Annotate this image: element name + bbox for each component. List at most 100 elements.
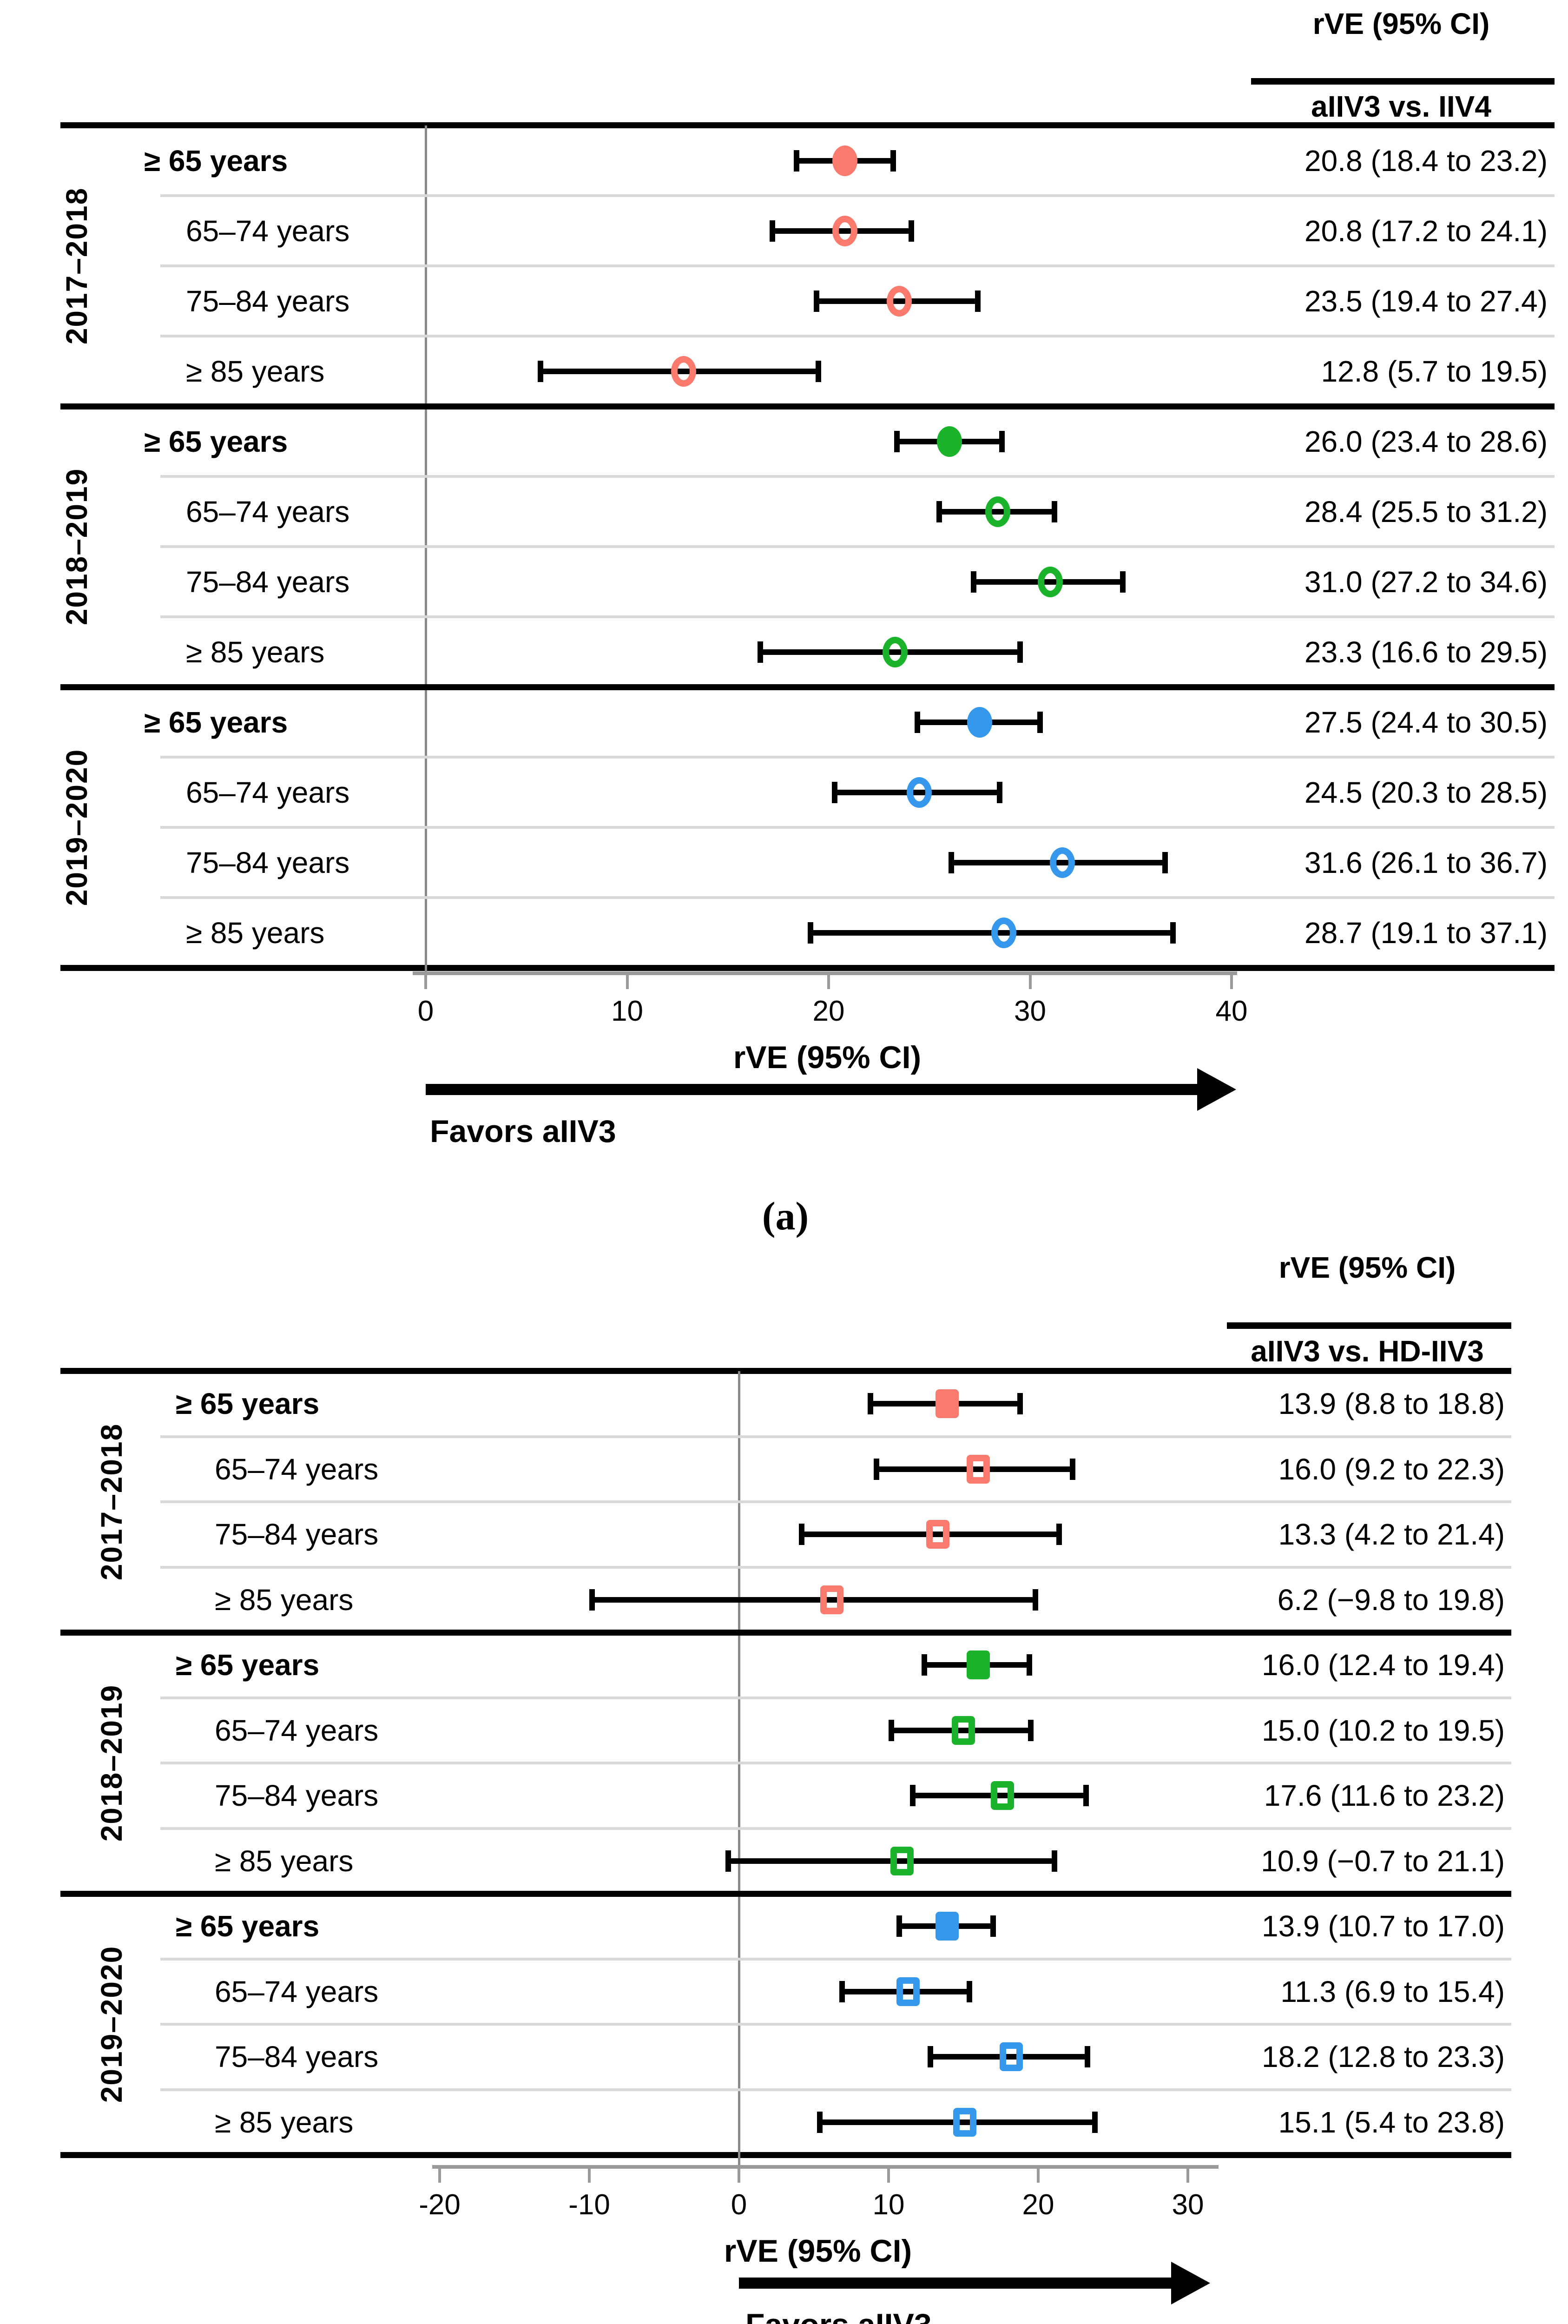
ci-cap-right — [1017, 641, 1023, 663]
x-axis-tick-label: 30 — [1172, 2189, 1204, 2221]
x-axis-tick-label: 20 — [1022, 2189, 1054, 2221]
x-axis-tick-label: 0 — [731, 2189, 747, 2221]
row-separator — [160, 896, 1555, 899]
point-estimate-marker-open — [883, 636, 908, 667]
zero-reference-line — [425, 125, 427, 971]
season-separator — [60, 403, 1555, 409]
row-separator — [160, 545, 1555, 548]
point-estimate-marker-filled — [935, 1389, 959, 1419]
ci-cap-right — [816, 360, 822, 382]
age-group-label: 65–74 years — [215, 1713, 379, 1747]
x-axis-tick — [1028, 975, 1032, 989]
ci-cap-right — [1083, 1785, 1089, 1807]
panel-b-col-header-underline — [1227, 1322, 1511, 1329]
row-separator — [160, 1500, 1511, 1503]
ci-cap-left — [817, 2111, 823, 2133]
ci-cap-right — [1017, 1393, 1023, 1415]
ci-cap-right — [1052, 1850, 1058, 1872]
x-axis-tick-label: 10 — [611, 995, 643, 1027]
x-axis-tick-label: -10 — [568, 2189, 610, 2221]
age-group-label: 75–84 years — [215, 1779, 379, 1813]
ci-cap-right — [975, 290, 981, 312]
x-axis-tick-label: 30 — [1014, 995, 1046, 1027]
ci-cap-right — [1070, 1458, 1076, 1480]
ci-cap-right — [890, 150, 896, 172]
point-estimate-marker-filled — [967, 706, 993, 738]
table-bottom-border — [60, 2152, 1511, 2158]
age-group-label: 65–74 years — [186, 775, 350, 809]
row-separator — [160, 1827, 1511, 1830]
row-separator — [160, 475, 1555, 478]
ci-error-bar — [592, 1597, 1035, 1603]
favors-arrow-shaft — [739, 2278, 1173, 2289]
age-group-label: ≥ 85 years — [215, 2105, 354, 2139]
zero-reference-line — [738, 1371, 740, 2165]
rve-value-label: 23.3 (16.6 to 29.5) — [1304, 635, 1548, 669]
ci-cap-left — [839, 1981, 845, 2002]
age-group-label: ≥ 65 years — [144, 144, 288, 178]
point-estimate-marker-open — [990, 1781, 1014, 1810]
x-axis-tick — [438, 2169, 441, 2183]
age-group-label: ≥ 85 years — [186, 635, 325, 669]
x-axis-tick — [887, 2169, 890, 2183]
panel-a-tag: (a) — [762, 1194, 809, 1238]
panel-b-col-header-comparison: aIIV3 vs. HD-IIV3 — [1251, 1334, 1484, 1368]
rve-value-label: 20.8 (17.2 to 24.1) — [1304, 214, 1548, 248]
panel-a-favors-label: Favors aIIV3 — [430, 1114, 616, 1149]
ci-cap-left — [914, 711, 920, 733]
age-group-label: 75–84 years — [186, 284, 350, 318]
point-estimate-marker-open — [896, 1977, 920, 2006]
ci-cap-left — [799, 1524, 805, 1545]
ci-cap-right — [1026, 1654, 1032, 1676]
rve-value-label: 31.6 (26.1 to 36.7) — [1304, 845, 1548, 879]
ci-cap-left — [971, 571, 977, 593]
x-axis-line — [432, 2165, 1219, 2169]
x-axis-tick — [738, 2169, 740, 2183]
ci-error-bar — [876, 1466, 1073, 1472]
ci-cap-right — [999, 430, 1005, 452]
age-group-label: 75–84 years — [186, 565, 350, 599]
rve-value-label: 6.2 (−9.8 to 19.8) — [1277, 1583, 1505, 1617]
rve-value-label: 28.7 (19.1 to 37.1) — [1304, 916, 1548, 950]
ci-cap-left — [832, 781, 837, 803]
x-axis-tick-label: 40 — [1215, 995, 1248, 1027]
rve-value-label: 13.3 (4.2 to 21.4) — [1278, 1518, 1505, 1552]
rve-value-label: 12.8 (5.7 to 19.5) — [1321, 354, 1548, 388]
age-group-label: 75–84 years — [215, 1518, 379, 1552]
season-separator — [60, 684, 1555, 690]
ci-cap-left — [868, 1393, 874, 1415]
ci-error-bar — [891, 1727, 1031, 1733]
row-separator — [160, 1696, 1511, 1699]
x-axis-tick — [1230, 975, 1233, 989]
age-group-label: 65–74 years — [186, 214, 350, 248]
x-axis-tick-label: 10 — [872, 2189, 905, 2221]
age-group-label: 65–74 years — [215, 1452, 379, 1486]
age-group-label: ≥ 65 years — [144, 705, 288, 739]
row-separator — [160, 335, 1555, 337]
rve-value-label: 11.3 (6.9 to 15.4) — [1280, 1974, 1505, 2008]
ci-cap-left — [949, 852, 955, 873]
rve-value-label: 20.8 (18.4 to 23.2) — [1304, 144, 1548, 178]
age-group-label: ≥ 85 years — [186, 916, 325, 950]
ci-error-bar — [930, 2054, 1088, 2060]
age-group-label: 65–74 years — [215, 1974, 379, 2008]
season-separator — [60, 1630, 1511, 1636]
ci-cap-left — [813, 290, 819, 312]
rve-value-label: 16.0 (12.4 to 19.4) — [1261, 1648, 1505, 1682]
season-label: 2018–2019 — [95, 1684, 128, 1842]
row-separator — [160, 826, 1555, 829]
point-estimate-marker-open — [820, 1585, 843, 1614]
ci-cap-right — [1037, 711, 1043, 733]
point-estimate-marker-open — [1037, 566, 1063, 597]
rve-value-label: 15.0 (10.2 to 19.5) — [1261, 1713, 1505, 1747]
ci-cap-right — [966, 1981, 972, 2002]
age-group-label: ≥ 65 years — [176, 1909, 320, 1943]
ci-cap-left — [725, 1850, 731, 1872]
rve-value-label: 31.0 (27.2 to 34.6) — [1304, 565, 1548, 599]
row-separator — [160, 1762, 1511, 1764]
rve-value-label: 10.9 (−0.7 to 21.1) — [1261, 1844, 1505, 1878]
x-axis-tick — [626, 975, 629, 989]
row-separator — [160, 1565, 1511, 1569]
